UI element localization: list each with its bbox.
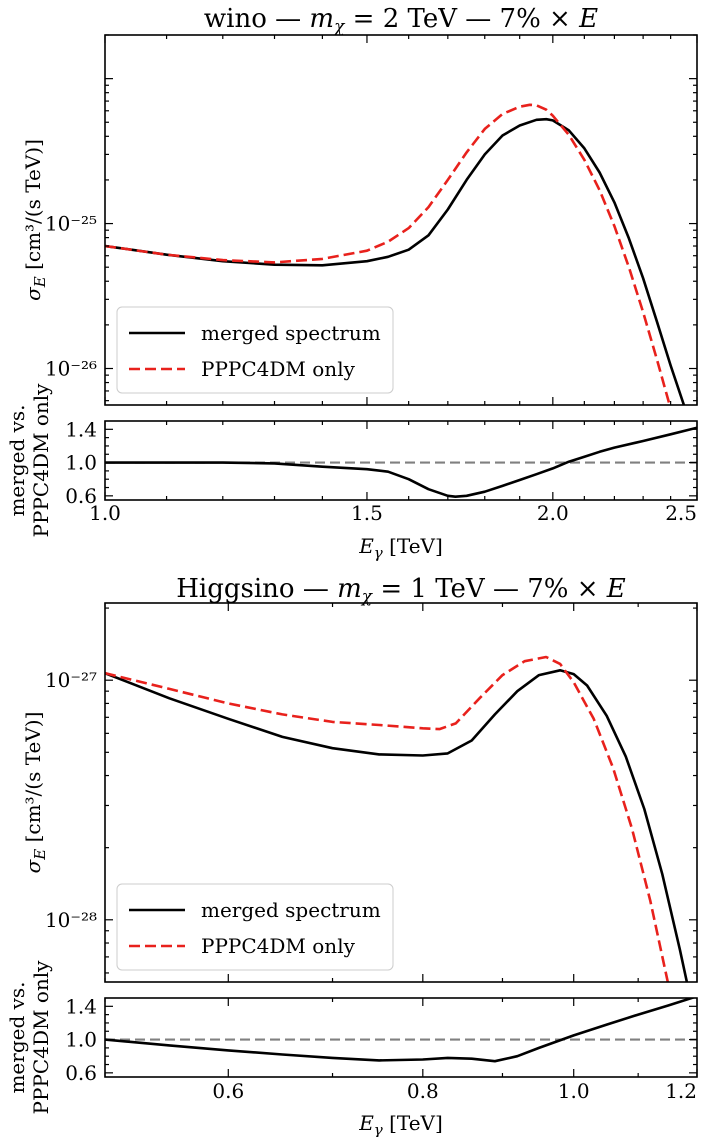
ratio-y-tick-label: 0.6 xyxy=(65,484,97,508)
x-tick-label: 0.8 xyxy=(407,1079,439,1103)
title-part: m xyxy=(309,4,334,34)
y-axis-label-ratio: PPPC4DM only xyxy=(29,383,53,538)
title-part: m xyxy=(337,574,362,604)
y-axis-label-part: [cm³/(s TeV)] xyxy=(21,712,45,849)
title-part: = 1 TeV — 7% × xyxy=(372,574,607,604)
y-axis-label-ratio: merged vs. xyxy=(5,404,29,516)
series-line-merged-spectrum xyxy=(105,669,689,982)
y-axis-label-part: [cm³/(s TeV)] xyxy=(21,139,45,276)
x-axis-label-part: [TeV] xyxy=(383,1111,443,1135)
y-axis-label-ratio: PPPC4DM only xyxy=(29,960,53,1115)
x-tick-label: 1.5 xyxy=(351,501,383,525)
chart-panel-1: wino — mχ = 2 TeV — 7% × E 1.0 1.5 2.0 2.5 10… xyxy=(5,4,698,562)
x-axis-label-part: E xyxy=(358,1111,374,1135)
ratio-y-tick-label: 1.0 xyxy=(65,1028,97,1052)
ratio-y-tick-label: 1.4 xyxy=(65,417,97,441)
y-axis-label-part: E xyxy=(31,849,49,861)
title-part: χ xyxy=(361,587,374,607)
main-plot-frame xyxy=(104,34,698,406)
chart-title: Higgsino — mχ = 1 TeV — 7% × E xyxy=(176,574,626,607)
legend-label: merged spectrum xyxy=(201,321,381,345)
ratio-line xyxy=(105,426,697,498)
y-tick-label: 10⁻²⁶ xyxy=(45,357,97,381)
ratio-y-tick-label: 1.0 xyxy=(65,451,97,475)
y-tick-label: 10⁻²⁸ xyxy=(45,908,97,932)
legend-box xyxy=(116,306,394,394)
x-axis-label: Eγ [TeV] xyxy=(358,534,443,562)
y-axis-label-main: σE [cm³/(s TeV)] xyxy=(21,139,49,301)
title-part: E xyxy=(578,4,598,34)
x-tick-label: 2.5 xyxy=(665,501,697,525)
y-axis-label-ratio: merged vs. xyxy=(5,981,29,1093)
title-part: = 2 TeV — 7% × xyxy=(344,4,579,34)
legend: merged spectrum PPPC4DM only xyxy=(116,306,394,394)
title-part: E xyxy=(606,574,626,604)
x-axis-label-part: [TeV] xyxy=(383,534,443,558)
legend: merged spectrum PPPC4DM only xyxy=(116,883,394,971)
legend-label: PPPC4DM only xyxy=(201,934,356,958)
x-tick-label: 1.2 xyxy=(665,1079,697,1103)
x-axis-label-part: γ xyxy=(374,1121,383,1137)
x-tick-label: 1.0 xyxy=(89,501,121,525)
main-plot-frame xyxy=(104,602,698,983)
title-part: χ xyxy=(333,17,346,37)
legend-label: PPPC4DM only xyxy=(201,357,356,381)
y-axis-label-main: σE [cm³/(s TeV)] xyxy=(21,712,49,874)
x-tick-label: 1.0 xyxy=(558,1079,590,1103)
legend-box xyxy=(116,883,394,971)
x-tick-label: 0.6 xyxy=(212,1079,244,1103)
series-line-pppc4dm-only xyxy=(105,103,671,405)
y-axis-label-part: E xyxy=(31,276,49,288)
y-axis-label-part: σ xyxy=(21,286,45,301)
series-line-merged-spectrum xyxy=(105,117,686,405)
x-tick-label: 2.0 xyxy=(537,501,569,525)
legend-label: merged spectrum xyxy=(201,898,381,922)
title-part: Higgsino — xyxy=(176,574,337,604)
ratio-y-tick-label: 0.6 xyxy=(65,1061,97,1085)
y-tick-label: 10⁻²⁷ xyxy=(45,668,97,692)
ratio-line xyxy=(105,998,696,1063)
y-tick-label: 10⁻²⁵ xyxy=(45,212,97,236)
y-axis-label-part: σ xyxy=(21,858,45,873)
ratio-plot-frame xyxy=(104,420,698,501)
chart-title: wino — mχ = 2 TeV — 7% × E xyxy=(204,4,598,37)
ratio-y-tick-label: 1.4 xyxy=(65,994,97,1018)
ratio-plot-frame xyxy=(104,997,698,1078)
x-axis-label-part: γ xyxy=(374,544,383,562)
series-line-pppc4dm-only xyxy=(105,655,670,982)
chart-panel-2: Higgsino — mχ = 1 TeV — 7% × E 0.6 0.8 1.0 1… xyxy=(5,574,698,1137)
x-axis-label: Eγ [TeV] xyxy=(358,1111,443,1137)
title-part: wino — xyxy=(204,4,310,34)
x-axis-label-part: E xyxy=(358,534,374,558)
